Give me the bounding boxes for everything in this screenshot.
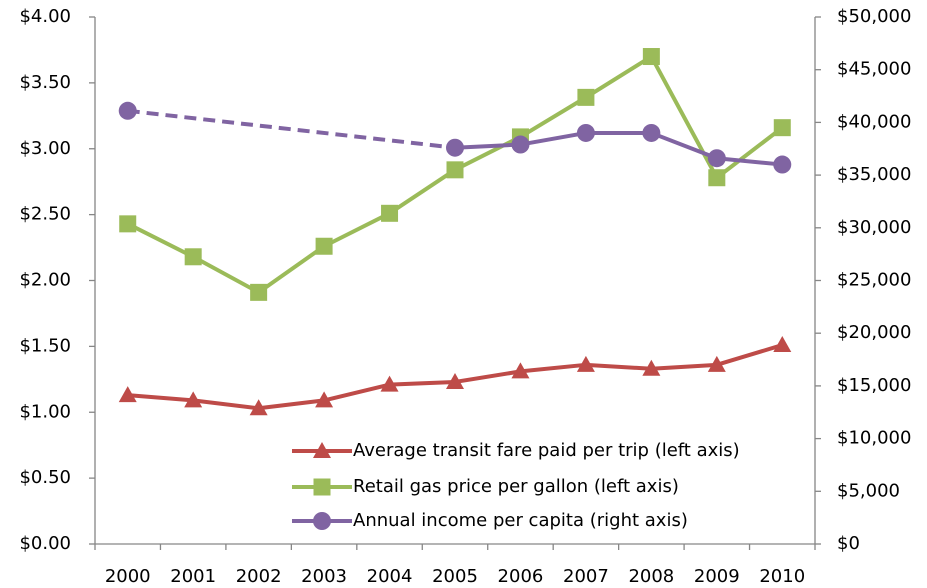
- marker: [249, 399, 268, 416]
- x-tick-label: 2007: [563, 566, 609, 587]
- y2-tick-label: $45,000: [837, 59, 911, 80]
- y2-tick-label: $5,000: [837, 480, 900, 501]
- y-tick-label: $2.00: [19, 270, 71, 291]
- x-tick-label: 2005: [432, 566, 478, 587]
- marker: [184, 248, 202, 266]
- marker: [119, 215, 137, 233]
- marker: [313, 512, 331, 530]
- y2-tick-label: $40,000: [837, 111, 911, 132]
- marker: [773, 119, 791, 137]
- y-tick-label: $4.00: [19, 6, 71, 27]
- marker: [642, 48, 660, 66]
- marker: [511, 362, 530, 379]
- x-tick-label: 2002: [236, 566, 282, 587]
- marker: [380, 375, 399, 392]
- y2-tick-label: $20,000: [837, 322, 911, 343]
- marker: [184, 391, 203, 408]
- legend-label: Retail gas price per gallon (left axis): [353, 476, 679, 497]
- marker: [446, 138, 464, 157]
- marker: [707, 149, 726, 168]
- marker: [707, 355, 726, 372]
- y2-tick-label: $10,000: [837, 428, 911, 449]
- marker: [315, 391, 334, 408]
- y-tick-label: $0.50: [19, 467, 71, 488]
- y2-tick-label: $15,000: [837, 375, 911, 396]
- y2-tick-label: $50,000: [837, 6, 911, 27]
- y-tick-label: $3.50: [19, 72, 71, 93]
- y2-tick-label: $25,000: [837, 270, 911, 291]
- gap-line: [127, 108, 456, 150]
- series: [118, 336, 792, 416]
- y2-tick-label: $30,000: [837, 217, 911, 238]
- legend-label: Average transit fare paid per trip (left…: [353, 440, 740, 461]
- marker: [315, 237, 333, 255]
- line: [454, 130, 783, 167]
- marker: [446, 161, 464, 179]
- marker: [118, 101, 137, 120]
- marker: [118, 386, 137, 403]
- marker: [313, 442, 331, 458]
- x-tick-label: 2000: [105, 566, 151, 587]
- y2-tick-label: $35,000: [837, 164, 911, 185]
- marker: [313, 478, 331, 496]
- x-tick-label: 2009: [694, 566, 740, 587]
- y-tick-label: $0.00: [19, 533, 71, 554]
- y-tick-label: $2.50: [19, 204, 71, 225]
- y-tick-label: $1.50: [19, 335, 71, 356]
- x-tick-label: 2006: [498, 566, 544, 587]
- marker: [576, 123, 595, 142]
- x-tick-label: 2003: [301, 566, 347, 587]
- legend: Average transit fare paid per trip (left…: [292, 440, 740, 531]
- series: [119, 48, 791, 301]
- marker: [250, 283, 268, 301]
- x-tick-label: 2001: [170, 566, 216, 587]
- x-tick-label: 2004: [367, 566, 413, 587]
- marker: [773, 336, 792, 353]
- series: [118, 101, 792, 174]
- marker: [381, 204, 399, 222]
- y-tick-label: $1.00: [19, 401, 71, 422]
- marker: [511, 135, 530, 154]
- marker: [708, 169, 726, 187]
- legend-label: Annual income per capita (right axis): [353, 510, 688, 531]
- marker: [642, 359, 661, 376]
- marker: [773, 155, 792, 174]
- marker: [577, 88, 595, 106]
- y2-tick-label: $0: [837, 533, 860, 554]
- y-tick-label: $3.00: [19, 138, 71, 159]
- marker: [446, 372, 464, 389]
- x-tick-label: 2008: [628, 566, 674, 587]
- marker: [642, 123, 661, 142]
- x-tick-label: 2010: [759, 566, 805, 587]
- marker: [576, 355, 595, 372]
